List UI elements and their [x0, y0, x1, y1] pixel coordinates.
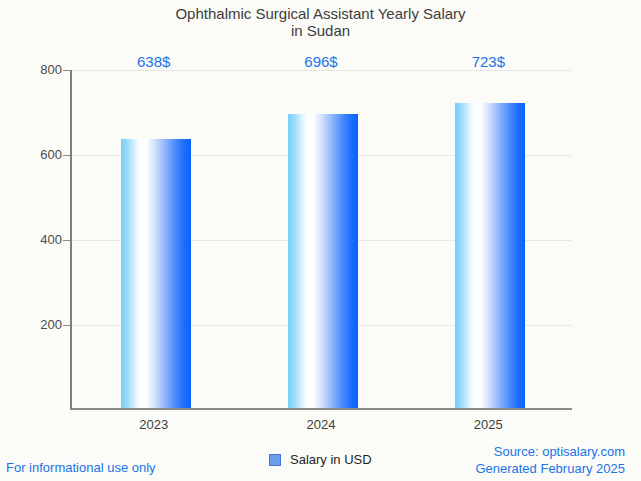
y-tick-mark [63, 155, 70, 156]
x-axis-label-2025: 2025 [443, 417, 533, 432]
legend-swatch-icon [269, 454, 281, 466]
value-label-2024: 696$ [276, 53, 366, 70]
bar-2024[interactable] [288, 114, 358, 408]
chart-title-line2: in Sudan [0, 22, 641, 39]
y-tick-mark [63, 70, 70, 71]
legend-label: Salary in USD [290, 452, 372, 467]
y-axis-label-200: 200 [14, 317, 62, 332]
source-link[interactable]: Source: optisalary.com [475, 443, 625, 460]
gridline-800 [72, 70, 572, 71]
y-axis-label-800: 800 [14, 62, 62, 77]
chart-page: Ophthalmic Surgical Assistant Yearly Sal… [0, 0, 641, 481]
generated-date: Generated February 2025 [475, 460, 625, 477]
bar-2023[interactable] [121, 139, 191, 408]
bar-2025[interactable] [455, 103, 525, 408]
legend: Salary in USD [269, 452, 372, 467]
source-block: Source: optisalary.com Generated Februar… [475, 443, 625, 477]
y-axis-label-400: 400 [14, 232, 62, 247]
value-label-2025: 723$ [443, 53, 533, 70]
y-tick-mark [63, 325, 70, 326]
plot-area [70, 70, 572, 410]
value-label-2023: 638$ [109, 53, 199, 70]
chart-title: Ophthalmic Surgical Assistant Yearly Sal… [0, 5, 641, 39]
disclaimer-text: For informational use only [6, 460, 156, 475]
chart-title-line1: Ophthalmic Surgical Assistant Yearly Sal… [0, 5, 641, 22]
y-axis-label-600: 600 [14, 147, 62, 162]
x-axis-label-2023: 2023 [109, 417, 199, 432]
x-axis-label-2024: 2024 [276, 417, 366, 432]
y-tick-mark [63, 240, 70, 241]
